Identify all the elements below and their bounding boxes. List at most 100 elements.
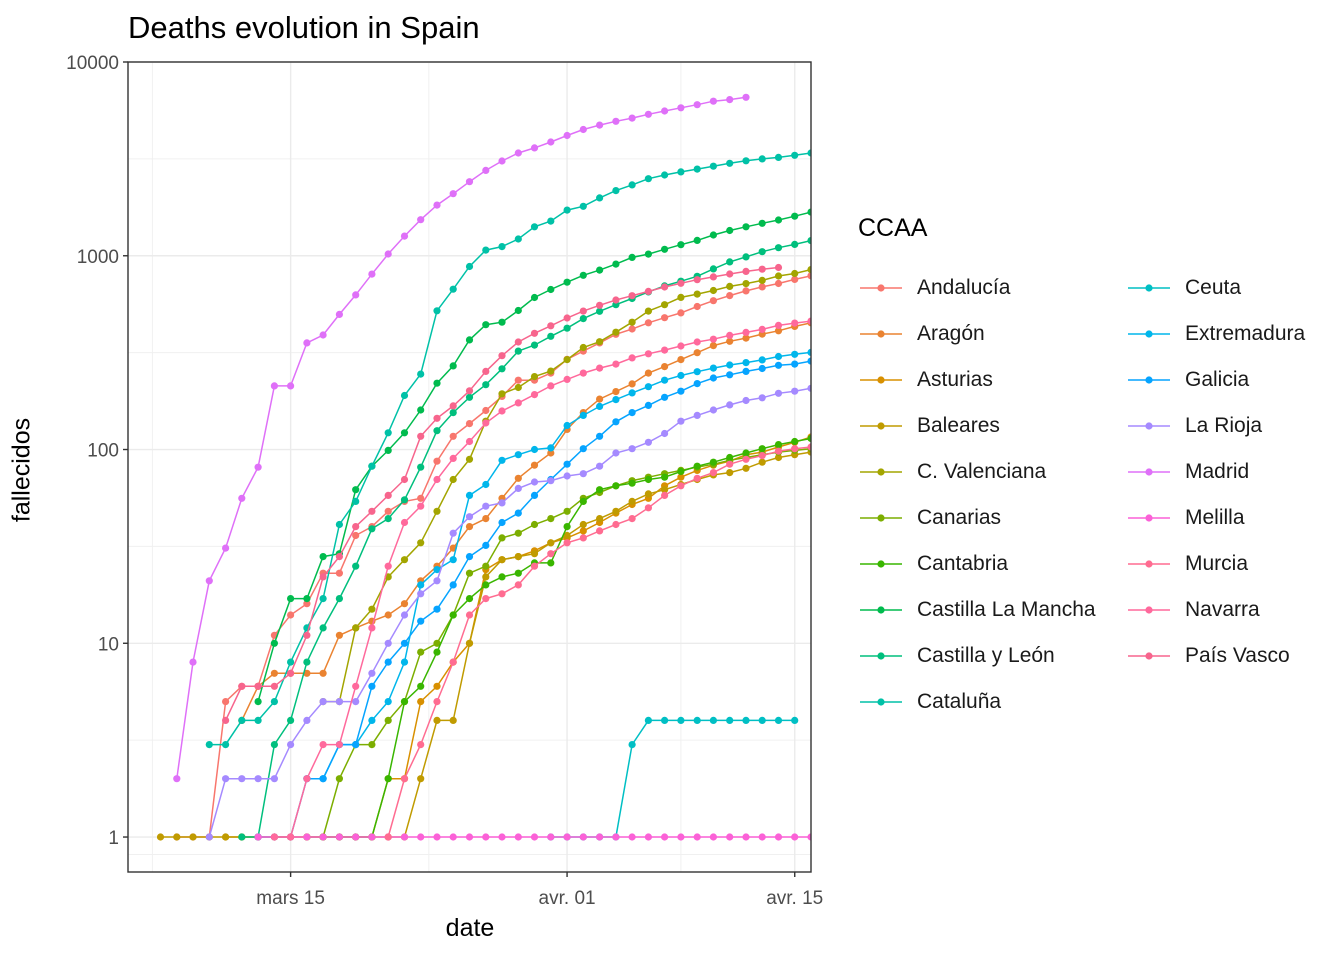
data-point — [807, 237, 811, 245]
data-point — [368, 682, 376, 690]
data-point — [758, 276, 766, 284]
data-point — [579, 520, 587, 529]
data-point — [596, 833, 604, 841]
legend-label: Melilla — [1185, 506, 1245, 529]
data-point — [547, 217, 555, 225]
data-point — [774, 441, 783, 449]
data-point — [840, 443, 847, 450]
data-point — [644, 287, 653, 295]
data-point — [433, 648, 441, 656]
data-point — [449, 611, 457, 619]
legend-label: Cantabria — [917, 552, 1009, 575]
data-point — [514, 338, 522, 346]
data-point — [238, 775, 246, 783]
data-point — [449, 833, 457, 841]
data-point — [238, 716, 246, 725]
legend-title: CCAA — [858, 214, 928, 242]
data-point — [726, 401, 734, 409]
data-point — [449, 402, 457, 410]
data-point — [563, 539, 571, 547]
data-point — [400, 658, 409, 666]
legend-item-melilla: Melilla — [1126, 495, 1296, 541]
data-point — [368, 716, 376, 725]
data-point — [449, 190, 457, 198]
data-point — [824, 233, 831, 240]
data-point — [709, 297, 718, 305]
legend-key — [1128, 514, 1170, 522]
data-point — [563, 833, 571, 841]
legend-label: Madrid — [1185, 460, 1250, 483]
legend-key-point — [1145, 422, 1153, 430]
data-point — [1019, 775, 1026, 782]
data-point — [661, 833, 669, 841]
data-point — [319, 573, 327, 581]
data-point — [368, 741, 376, 749]
data-point — [824, 440, 831, 447]
data-point — [709, 364, 718, 372]
data-point — [498, 556, 506, 564]
data-point — [774, 453, 783, 462]
data-point — [465, 611, 474, 619]
data-point — [596, 486, 604, 494]
data-point — [530, 293, 539, 302]
data-point — [596, 402, 604, 410]
x-axis-title: date — [445, 914, 495, 942]
data-point — [677, 342, 685, 350]
data-point — [287, 595, 295, 603]
data-point — [303, 658, 311, 666]
data-point — [661, 301, 669, 309]
data-point — [791, 275, 799, 283]
data-point — [530, 373, 539, 381]
data-point — [709, 374, 718, 382]
data-point — [807, 266, 811, 274]
data-point — [433, 716, 441, 725]
data-point — [758, 364, 766, 373]
data-point — [726, 258, 734, 266]
data-point — [417, 406, 425, 414]
data-point — [954, 775, 961, 782]
data-point — [774, 361, 783, 369]
data-point — [287, 382, 295, 390]
legend-item-cantabria: Cantabria — [858, 541, 1126, 587]
data-point — [596, 338, 604, 346]
data-point — [758, 265, 766, 273]
data-point — [709, 335, 718, 343]
data-point — [400, 429, 409, 437]
data-point — [400, 556, 409, 564]
data-point — [433, 457, 441, 465]
data-point — [693, 101, 701, 109]
data-point — [173, 833, 181, 841]
data-point — [758, 716, 766, 725]
data-point — [384, 833, 392, 841]
data-point — [465, 553, 474, 561]
data-point — [661, 245, 669, 253]
data-point — [417, 539, 425, 547]
series-c-valenciana — [319, 266, 811, 706]
data-point — [661, 314, 669, 322]
data-point — [807, 833, 811, 841]
data-point — [547, 449, 555, 457]
legend-label: Baleares — [917, 414, 1000, 437]
data-point — [384, 515, 392, 523]
data-point — [774, 153, 783, 161]
legend-item-navarra: Navarra — [1126, 587, 1296, 633]
data-point — [368, 507, 376, 515]
data-point — [335, 698, 343, 706]
data-point — [693, 462, 701, 470]
data-point — [1003, 775, 1010, 782]
data-point — [449, 285, 457, 293]
data-point — [596, 121, 604, 129]
data-point — [498, 318, 506, 326]
data-point — [791, 212, 799, 220]
data-point — [319, 595, 327, 603]
legend-key — [860, 514, 902, 522]
data-point — [726, 96, 734, 104]
data-point — [628, 253, 636, 261]
data-point — [417, 698, 425, 706]
data-point — [628, 354, 636, 362]
legend-label: C. Valenciana — [917, 460, 1047, 483]
legend-key-point — [877, 514, 885, 522]
data-point — [433, 379, 441, 387]
data-point — [547, 515, 555, 523]
